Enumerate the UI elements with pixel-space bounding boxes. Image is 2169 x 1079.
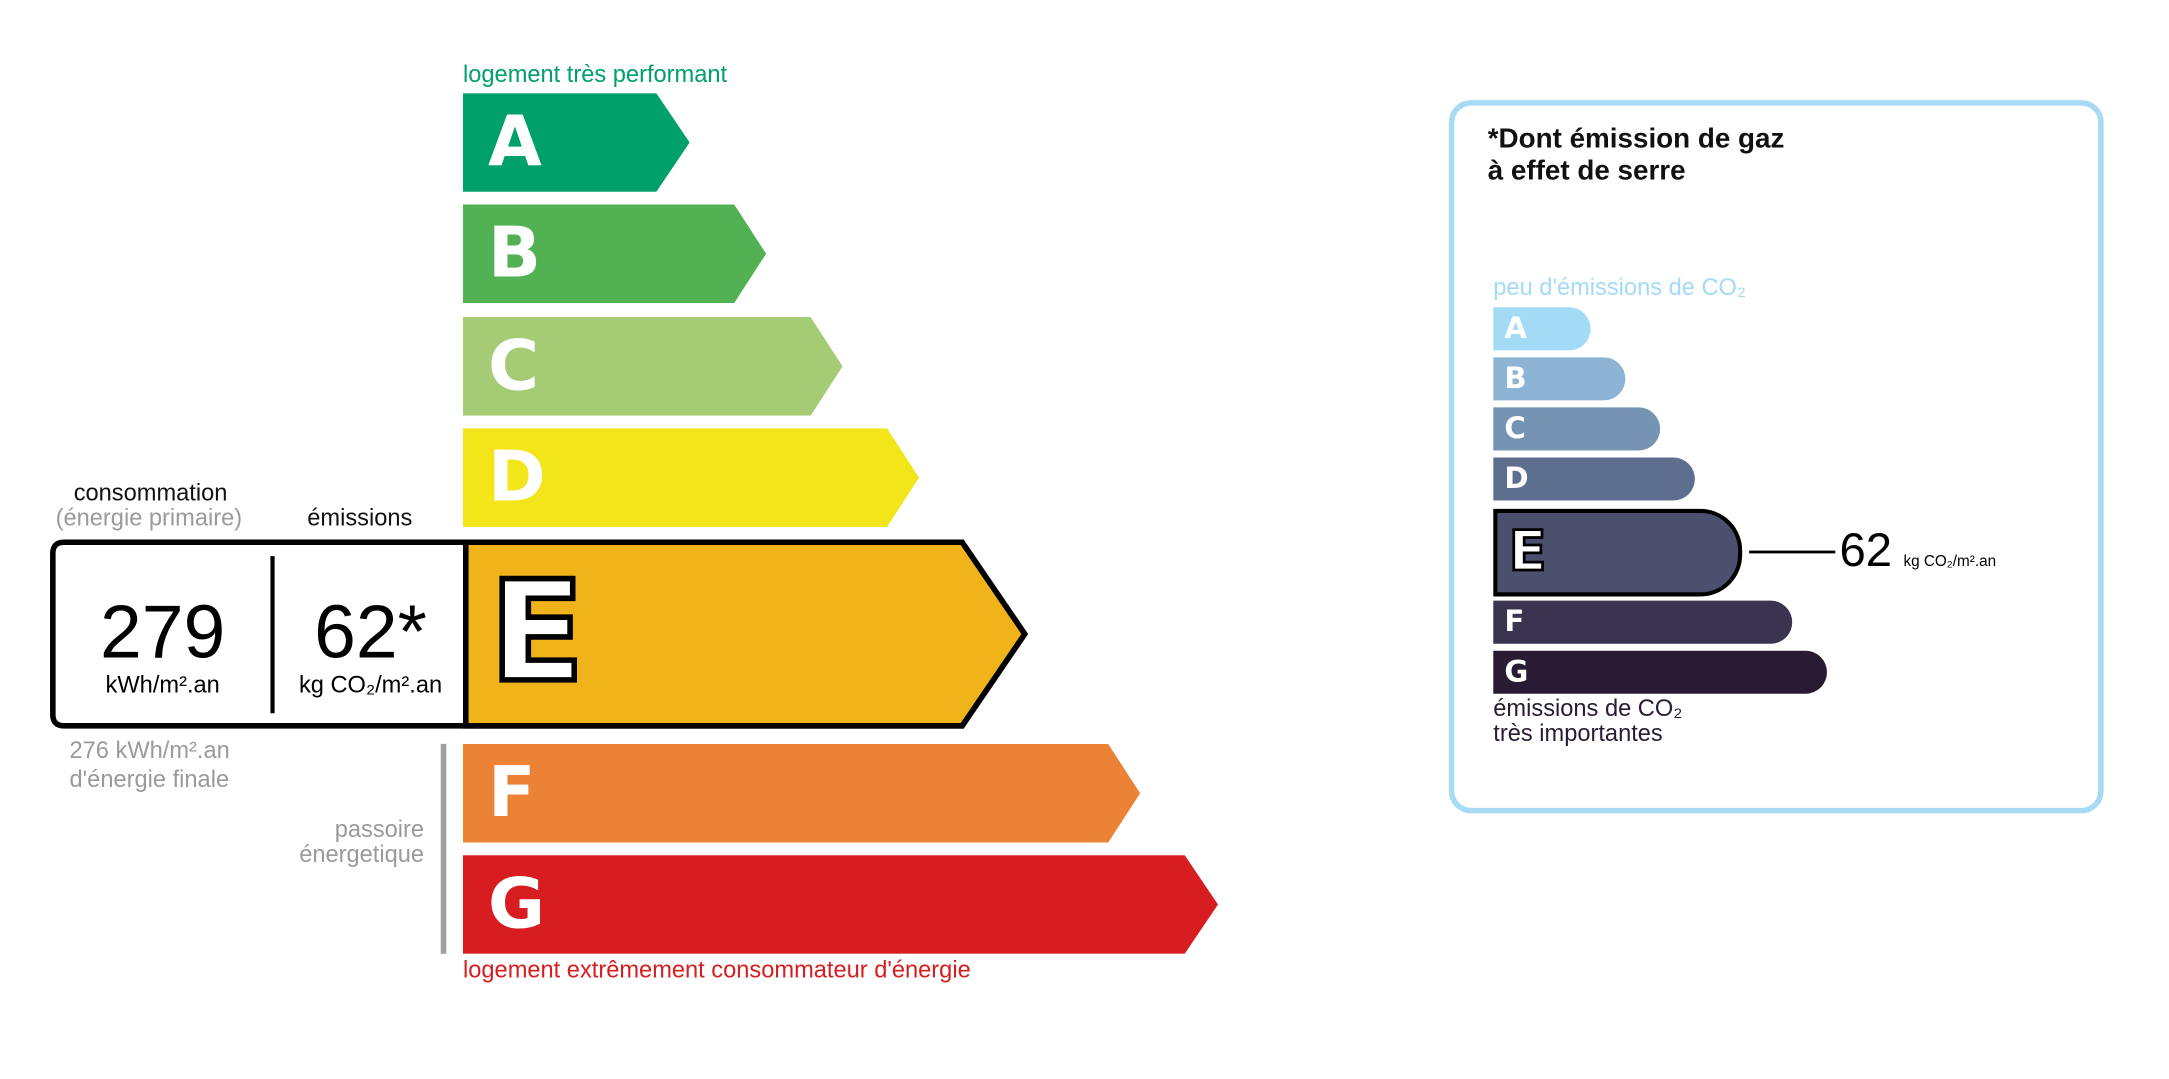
energy-class-d: D	[463, 428, 920, 527]
current-class-arrow	[50, 539, 1029, 729]
final-energy-label: d'énergie finale	[69, 766, 230, 793]
ges-value: 62	[1839, 524, 1893, 578]
ges-bottom-caption-1: émissions de CO₂	[1493, 695, 1683, 722]
ges-class-d: D	[1493, 457, 1695, 501]
energy-class-a: A	[463, 93, 690, 192]
class-letter: A	[488, 101, 542, 183]
class-letter: D	[1504, 461, 1529, 495]
class-letter: G	[488, 863, 546, 945]
top-caption: logement très performant	[463, 61, 728, 88]
consumption-header: consommation	[73, 479, 228, 507]
ges-value-pointer	[1749, 550, 1836, 554]
emissions-unit: kg CO₂/m².an	[298, 671, 443, 698]
class-letter: F	[488, 752, 536, 833]
ges-class-f: F	[1493, 600, 1793, 644]
ges-title-line2: à effet de serre	[1487, 155, 1686, 187]
ges-class-a: A	[1493, 307, 1591, 351]
passoire-label: passoire	[334, 816, 425, 843]
ges-class-c: C	[1493, 407, 1661, 451]
class-letter: F	[1504, 604, 1525, 639]
class-letter: C	[488, 325, 540, 406]
consumption-unit: kWh/m².an	[105, 671, 220, 698]
class-letter: G	[1504, 654, 1529, 689]
ges-title: *Dont émission de gaz à effet de serre	[1488, 124, 1785, 188]
passoire-label-2: énergetique	[299, 841, 425, 868]
ges-panel	[1448, 100, 2104, 814]
energy-class-b: B	[463, 204, 767, 304]
ges-class-b: B	[1493, 357, 1626, 401]
ges-top-caption: peu d'émissions de CO₂	[1493, 273, 1747, 301]
class-letter: C	[1504, 411, 1526, 445]
class-letter: E	[1507, 519, 1548, 586]
ges-class-e-current: E	[1493, 508, 1743, 597]
class-letter: B	[488, 212, 542, 294]
passoire-divider	[440, 743, 447, 954]
final-energy-value: 276 kWh/m².an	[69, 736, 230, 764]
ges-title-line1: *Dont émission de gaz	[1487, 123, 1785, 155]
energy-class-f: F	[463, 743, 1141, 843]
consumption-subheader: (énergie primaire)	[55, 504, 243, 532]
class-letter: A	[1504, 311, 1528, 345]
consumption-value: 279	[100, 590, 226, 675]
bottom-caption: logement extrêmement consommateur d'éner…	[463, 956, 971, 984]
emissions-header: émissions	[307, 504, 413, 532]
ges-unit: kg CO₂/m².an	[1903, 553, 1997, 571]
energy-class-g: G	[463, 855, 1218, 954]
energy-class-c: C	[463, 317, 843, 416]
current-class-letter: E	[487, 550, 588, 714]
emissions-value: 62*	[314, 590, 427, 675]
ges-bottom-caption-2: très importantes	[1493, 720, 1663, 747]
class-letter: B	[1504, 361, 1527, 395]
ges-class-g: G	[1493, 650, 1827, 694]
class-letter: D	[488, 436, 546, 518]
